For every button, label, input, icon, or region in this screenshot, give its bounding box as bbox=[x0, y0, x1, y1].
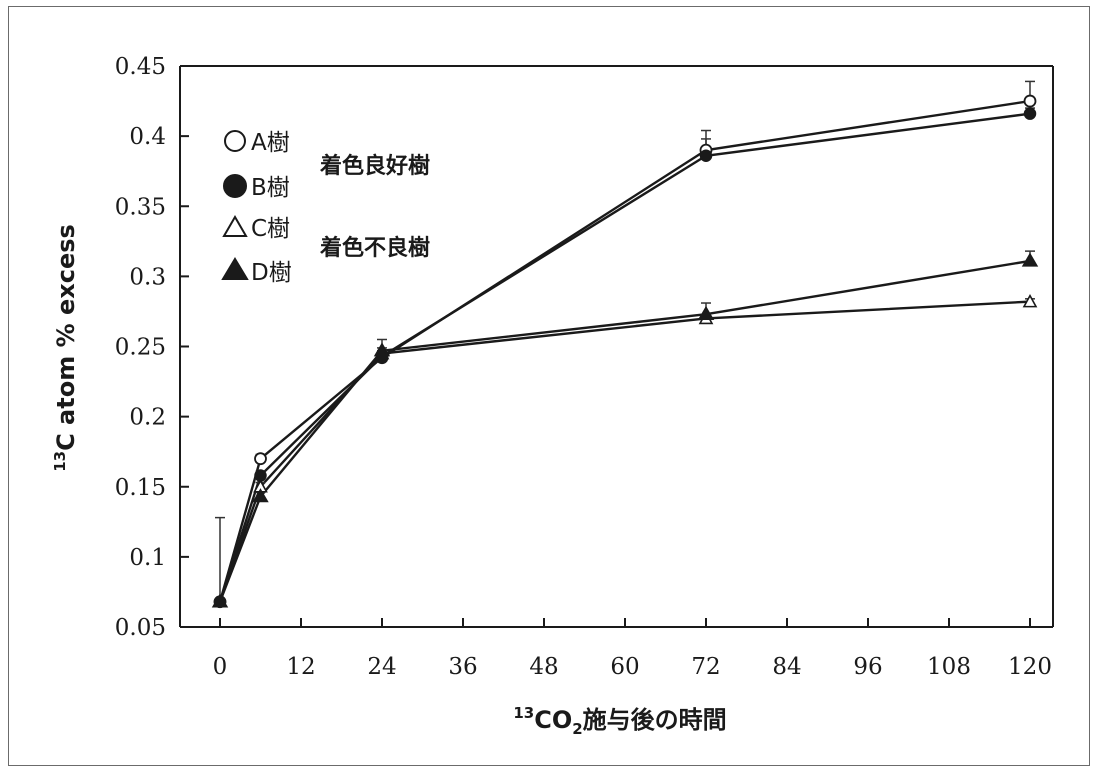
x-tick-label: 108 bbox=[927, 654, 971, 680]
y-tick-label: 0.45 bbox=[115, 54, 166, 80]
y-axis-title-main: C atom % excess bbox=[52, 224, 80, 451]
legend: A樹 B樹 C樹 D樹 着色良好樹 着色不良樹 bbox=[221, 130, 430, 286]
group-label-good: 着色良好樹 bbox=[319, 153, 430, 179]
legend-marker-a bbox=[224, 130, 246, 152]
y-tick-label: 0.05 bbox=[115, 615, 166, 641]
y-tick-label: 0.4 bbox=[129, 124, 166, 150]
y-ticks: 0.05 0.1 0.15 0.2 0.25 0.3 0.35 0.4 0.45 bbox=[115, 54, 189, 641]
data-point-circle-open bbox=[1023, 94, 1037, 108]
x-tick-label: 12 bbox=[286, 654, 315, 680]
x-tick-label: 48 bbox=[529, 654, 558, 680]
y-tick-label: 0.35 bbox=[115, 194, 166, 220]
legend-label-b: B樹 bbox=[251, 175, 290, 201]
data-point-triangle-open bbox=[1022, 293, 1038, 308]
data-point-circle-open bbox=[254, 452, 267, 466]
y-axis-title-sup: 13 bbox=[51, 451, 69, 472]
series-layer bbox=[211, 80, 1039, 609]
data-point-triangle-filled bbox=[252, 488, 269, 503]
x-tick-label: 36 bbox=[448, 654, 477, 680]
y-tick-label: 0.25 bbox=[115, 335, 166, 361]
legend-label-d: D樹 bbox=[251, 260, 292, 286]
data-point-circle-filled bbox=[1023, 107, 1037, 120]
x-axis-title-sub: 2 bbox=[572, 720, 582, 738]
data-point-circle-filled bbox=[375, 350, 389, 363]
x-tick-label: 84 bbox=[772, 654, 801, 680]
y-tick-label: 0.2 bbox=[129, 405, 166, 431]
series-line-4 bbox=[218, 259, 1031, 603]
x-tick-label: 120 bbox=[1008, 654, 1052, 680]
data-point-circle-filled bbox=[254, 469, 267, 482]
series-line-2 bbox=[218, 112, 1031, 603]
x-ticks: 0 12 24 36 48 60 72 84 96 108 120 bbox=[213, 618, 1052, 680]
x-tick-label: 96 bbox=[853, 654, 882, 680]
x-tick-label: 0 bbox=[213, 654, 228, 680]
x-axis-title-main: CO bbox=[534, 706, 572, 734]
legend-label-c: C樹 bbox=[251, 216, 290, 242]
data-point-circle-filled bbox=[213, 595, 227, 609]
x-tick-label: 60 bbox=[610, 654, 639, 680]
data-point-triangle-filled bbox=[1021, 252, 1039, 267]
legend-marker-b bbox=[223, 174, 247, 198]
series-line-3 bbox=[218, 300, 1031, 603]
figure-frame bbox=[8, 6, 1090, 766]
x-axis-title-rest: 施与後の時間 bbox=[583, 706, 727, 734]
data-point-circle-filled bbox=[699, 149, 713, 163]
x-tick-label: 72 bbox=[691, 654, 720, 680]
axes bbox=[179, 65, 1054, 628]
group-label-poor: 着色不良樹 bbox=[319, 235, 430, 261]
x-axis-title-sup: 13 bbox=[513, 704, 534, 722]
legend-label-a: A樹 bbox=[251, 130, 290, 156]
y-tick-label: 0.3 bbox=[129, 264, 166, 290]
x-tick-label: 24 bbox=[367, 654, 396, 680]
x-axis-title: 13CO2施与後の時間 bbox=[513, 704, 726, 738]
y-tick-label: 0.15 bbox=[115, 475, 166, 501]
legend-marker-c bbox=[222, 215, 248, 237]
legend-marker-d bbox=[221, 257, 249, 280]
y-axis-title: 13C atom % excess bbox=[51, 224, 80, 472]
data-point-triangle-filled bbox=[697, 305, 715, 320]
y-tick-label: 0.1 bbox=[129, 545, 166, 571]
